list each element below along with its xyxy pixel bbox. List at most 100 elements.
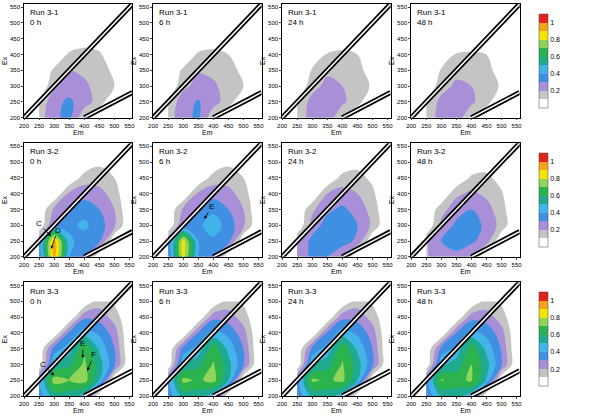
- svg-text:Ex: Ex: [259, 56, 266, 65]
- svg-text:250: 250: [397, 377, 408, 383]
- svg-text:400: 400: [268, 52, 279, 58]
- svg-text:400: 400: [139, 330, 150, 336]
- svg-text:450: 450: [352, 262, 363, 268]
- svg-text:500: 500: [10, 20, 21, 26]
- svg-text:450: 450: [139, 314, 150, 320]
- svg-text:400: 400: [397, 330, 408, 336]
- svg-text:500: 500: [397, 159, 408, 165]
- svg-text:200: 200: [139, 393, 150, 399]
- svg-text:450: 450: [481, 123, 492, 129]
- svg-text:Run 3-124 h: Run 3-124 h: [288, 8, 317, 27]
- svg-text:400: 400: [208, 123, 219, 129]
- svg-text:0.8: 0.8: [550, 314, 560, 321]
- svg-text:Run 3-30 h: Run 3-30 h: [30, 287, 59, 306]
- svg-text:250: 250: [163, 401, 174, 407]
- svg-text:Run 3-324 h: Run 3-324 h: [288, 287, 317, 306]
- svg-text:200: 200: [139, 115, 150, 121]
- svg-text:350: 350: [64, 262, 75, 268]
- svg-text:550: 550: [397, 283, 408, 289]
- svg-text:0.6: 0.6: [550, 331, 560, 338]
- svg-text:500: 500: [10, 159, 21, 165]
- svg-text:250: 250: [292, 123, 303, 129]
- svg-text:550: 550: [254, 123, 265, 129]
- svg-text:500: 500: [268, 298, 279, 304]
- svg-text:350: 350: [193, 262, 204, 268]
- svg-text:450: 450: [268, 175, 279, 181]
- svg-text:450: 450: [397, 36, 408, 42]
- svg-text:250: 250: [10, 377, 21, 383]
- svg-text:Ex: Ex: [130, 335, 137, 344]
- svg-text:Em: Em: [331, 407, 342, 414]
- svg-text:450: 450: [10, 175, 21, 181]
- svg-text:0.8: 0.8: [550, 175, 560, 182]
- svg-text:Em: Em: [331, 129, 342, 136]
- svg-text:500: 500: [139, 20, 150, 26]
- svg-text:300: 300: [397, 362, 408, 368]
- svg-text:200: 200: [268, 393, 279, 399]
- svg-text:0.6: 0.6: [550, 192, 560, 199]
- svg-text:250: 250: [163, 123, 174, 129]
- svg-text:250: 250: [163, 262, 174, 268]
- svg-text:Run 3-348 h: Run 3-348 h: [417, 287, 446, 306]
- svg-text:1: 1: [550, 158, 554, 165]
- svg-text:400: 400: [79, 123, 90, 129]
- svg-text:350: 350: [139, 67, 150, 73]
- svg-text:400: 400: [397, 52, 408, 58]
- svg-text:1: 1: [550, 297, 554, 304]
- svg-text:350: 350: [268, 346, 279, 352]
- svg-text:500: 500: [238, 262, 249, 268]
- svg-text:250: 250: [397, 238, 408, 244]
- svg-text:250: 250: [292, 401, 303, 407]
- svg-text:550: 550: [268, 283, 279, 289]
- svg-text:400: 400: [268, 330, 279, 336]
- svg-text:Run 3-36 h: Run 3-36 h: [159, 287, 188, 306]
- svg-text:350: 350: [10, 67, 21, 73]
- svg-text:0.2: 0.2: [550, 87, 560, 94]
- svg-text:550: 550: [10, 143, 21, 149]
- svg-text:450: 450: [268, 36, 279, 42]
- svg-text:550: 550: [512, 262, 523, 268]
- svg-text:Ex: Ex: [1, 195, 8, 204]
- svg-text:350: 350: [139, 346, 150, 352]
- svg-text:Ex: Ex: [388, 195, 395, 204]
- svg-text:200: 200: [397, 254, 408, 260]
- svg-text:300: 300: [139, 83, 150, 89]
- svg-text:E: E: [80, 339, 85, 348]
- svg-text:500: 500: [367, 262, 378, 268]
- svg-text:300: 300: [139, 222, 150, 228]
- svg-text:550: 550: [383, 123, 394, 129]
- svg-text:500: 500: [497, 262, 508, 268]
- svg-text:250: 250: [139, 377, 150, 383]
- svg-text:450: 450: [94, 401, 105, 407]
- svg-text:400: 400: [79, 401, 90, 407]
- svg-text:200: 200: [277, 262, 288, 268]
- svg-text:200: 200: [10, 393, 21, 399]
- svg-text:550: 550: [397, 4, 408, 10]
- svg-text:0.8: 0.8: [550, 36, 560, 43]
- svg-text:350: 350: [451, 262, 462, 268]
- svg-text:550: 550: [254, 262, 265, 268]
- svg-text:200: 200: [148, 123, 159, 129]
- svg-text:350: 350: [451, 401, 462, 407]
- svg-text:200: 200: [10, 115, 21, 121]
- svg-text:Ex: Ex: [259, 195, 266, 204]
- svg-text:400: 400: [139, 191, 150, 197]
- svg-text:200: 200: [19, 262, 30, 268]
- svg-text:400: 400: [208, 262, 219, 268]
- svg-text:300: 300: [139, 362, 150, 368]
- svg-text:200: 200: [139, 254, 150, 260]
- svg-text:200: 200: [19, 401, 30, 407]
- svg-text:Run 3-16 h: Run 3-16 h: [159, 8, 188, 27]
- svg-text:350: 350: [397, 346, 408, 352]
- svg-text:Run 3-10 h: Run 3-10 h: [30, 8, 59, 27]
- svg-text:300: 300: [10, 362, 21, 368]
- svg-text:Ex: Ex: [130, 195, 137, 204]
- svg-text:350: 350: [322, 262, 333, 268]
- svg-text:Run 3-148 h: Run 3-148 h: [417, 8, 446, 27]
- svg-text:350: 350: [10, 346, 21, 352]
- svg-text:500: 500: [109, 401, 120, 407]
- svg-text:500: 500: [238, 123, 249, 129]
- svg-text:550: 550: [139, 4, 150, 10]
- svg-text:500: 500: [139, 159, 150, 165]
- svg-text:500: 500: [497, 401, 508, 407]
